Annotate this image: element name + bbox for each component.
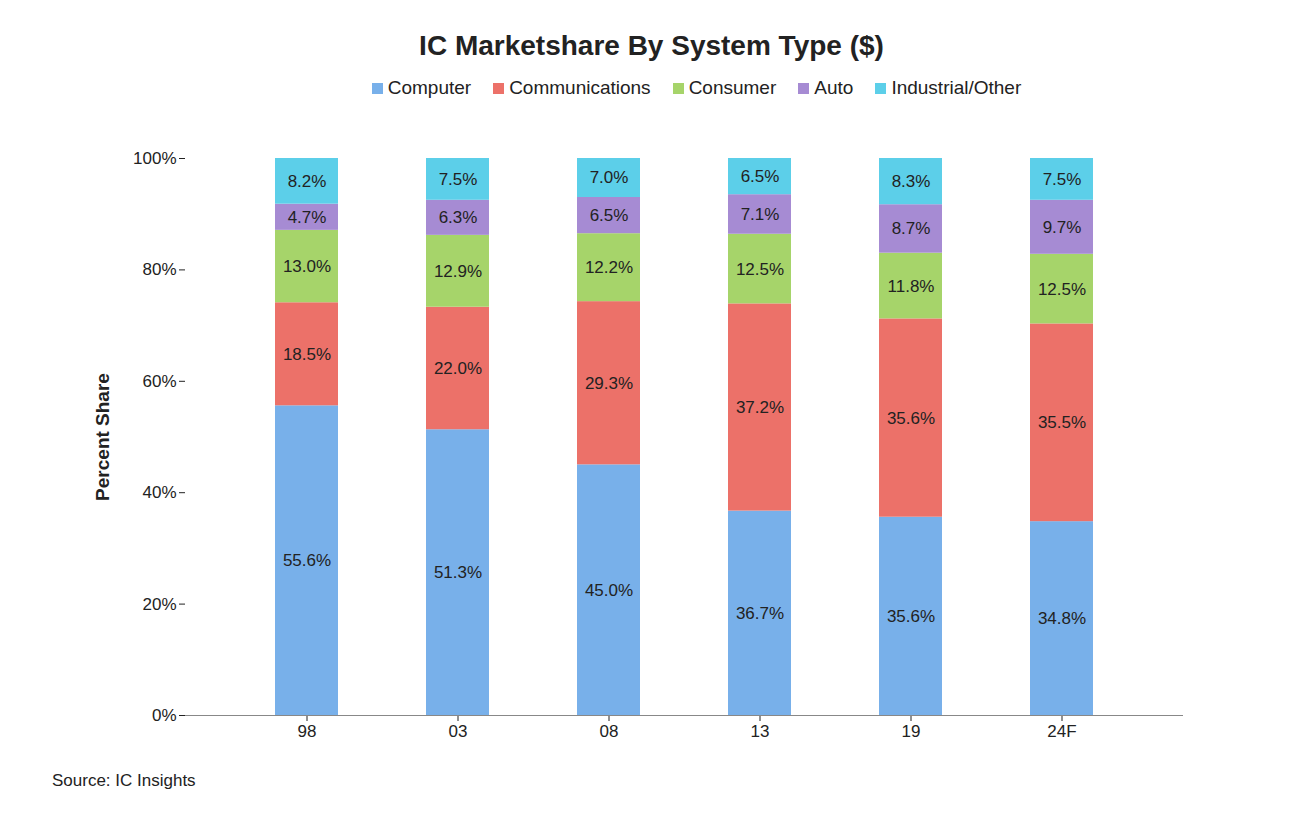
svg-text:8.3%: 8.3% <box>892 172 931 191</box>
svg-text:24F: 24F <box>1047 722 1076 741</box>
svg-text:51.3%: 51.3% <box>434 563 482 582</box>
html-text:Communications: Communications <box>509 77 651 98</box>
svg-text:12.5%: 12.5% <box>1038 280 1086 299</box>
svg-text:7.1%: 7.1% <box>741 205 780 224</box>
svg-text:0%: 0% <box>152 706 177 725</box>
svg-text:4.7%: 4.7% <box>288 208 327 227</box>
svg-text:6.5%: 6.5% <box>741 167 780 186</box>
html-text:IC Marketshare By System Type: IC Marketshare By System Type ($) <box>419 30 884 61</box>
svg-text:12.5%: 12.5% <box>736 260 784 279</box>
svg-text:100%: 100% <box>133 149 176 168</box>
svg-text:7.0%: 7.0% <box>590 168 629 187</box>
svg-text:36.7%: 36.7% <box>736 604 784 623</box>
html-text:Source: IC Insights: Source: IC Insights <box>52 771 196 790</box>
svg-text:6.5%: 6.5% <box>590 206 629 225</box>
svg-text:37.2%: 37.2% <box>736 398 784 417</box>
svg-text:60%: 60% <box>142 372 176 391</box>
svg-text:6.3%: 6.3% <box>439 208 478 227</box>
svg-text:12.2%: 12.2% <box>585 258 633 277</box>
svg-text:7.5%: 7.5% <box>1043 170 1082 189</box>
svg-text:40%: 40% <box>142 483 176 502</box>
svg-text:98: 98 <box>298 722 317 741</box>
svg-text:22.0%: 22.0% <box>434 359 482 378</box>
svg-text:13.0%: 13.0% <box>283 257 331 276</box>
svg-text:34.8%: 34.8% <box>1038 609 1086 628</box>
svg-text:35.5%: 35.5% <box>1038 413 1086 432</box>
svg-text:19: 19 <box>902 722 921 741</box>
html-text:Consumer: Consumer <box>688 77 777 98</box>
svg-text:20%: 20% <box>142 595 176 614</box>
svg-text:Percent Share: Percent Share <box>92 373 113 501</box>
svg-text:03: 03 <box>449 722 468 741</box>
html-text:Industrial/Other: Industrial/Other <box>891 77 1022 98</box>
svg-text:12.9%: 12.9% <box>434 262 482 281</box>
svg-text:29.3%: 29.3% <box>585 374 633 393</box>
svg-text:45.0%: 45.0% <box>585 581 633 600</box>
svg-text:9.7%: 9.7% <box>1043 218 1082 237</box>
svg-text:80%: 80% <box>142 260 176 279</box>
html-text:Computer: Computer <box>387 77 472 98</box>
svg-text:35.6%: 35.6% <box>887 409 935 428</box>
svg-text:35.6%: 35.6% <box>887 607 935 626</box>
svg-text:55.6%: 55.6% <box>283 551 331 570</box>
svg-text:18.5%: 18.5% <box>283 345 331 364</box>
html-text:Auto: Auto <box>814 77 854 98</box>
svg-text:8.7%: 8.7% <box>892 219 931 238</box>
svg-text:8.2%: 8.2% <box>288 172 327 191</box>
svg-text:7.5%: 7.5% <box>439 170 478 189</box>
svg-text:08: 08 <box>600 722 619 741</box>
svg-text:11.8%: 11.8% <box>888 276 935 295</box>
svg-text:13: 13 <box>751 722 770 741</box>
